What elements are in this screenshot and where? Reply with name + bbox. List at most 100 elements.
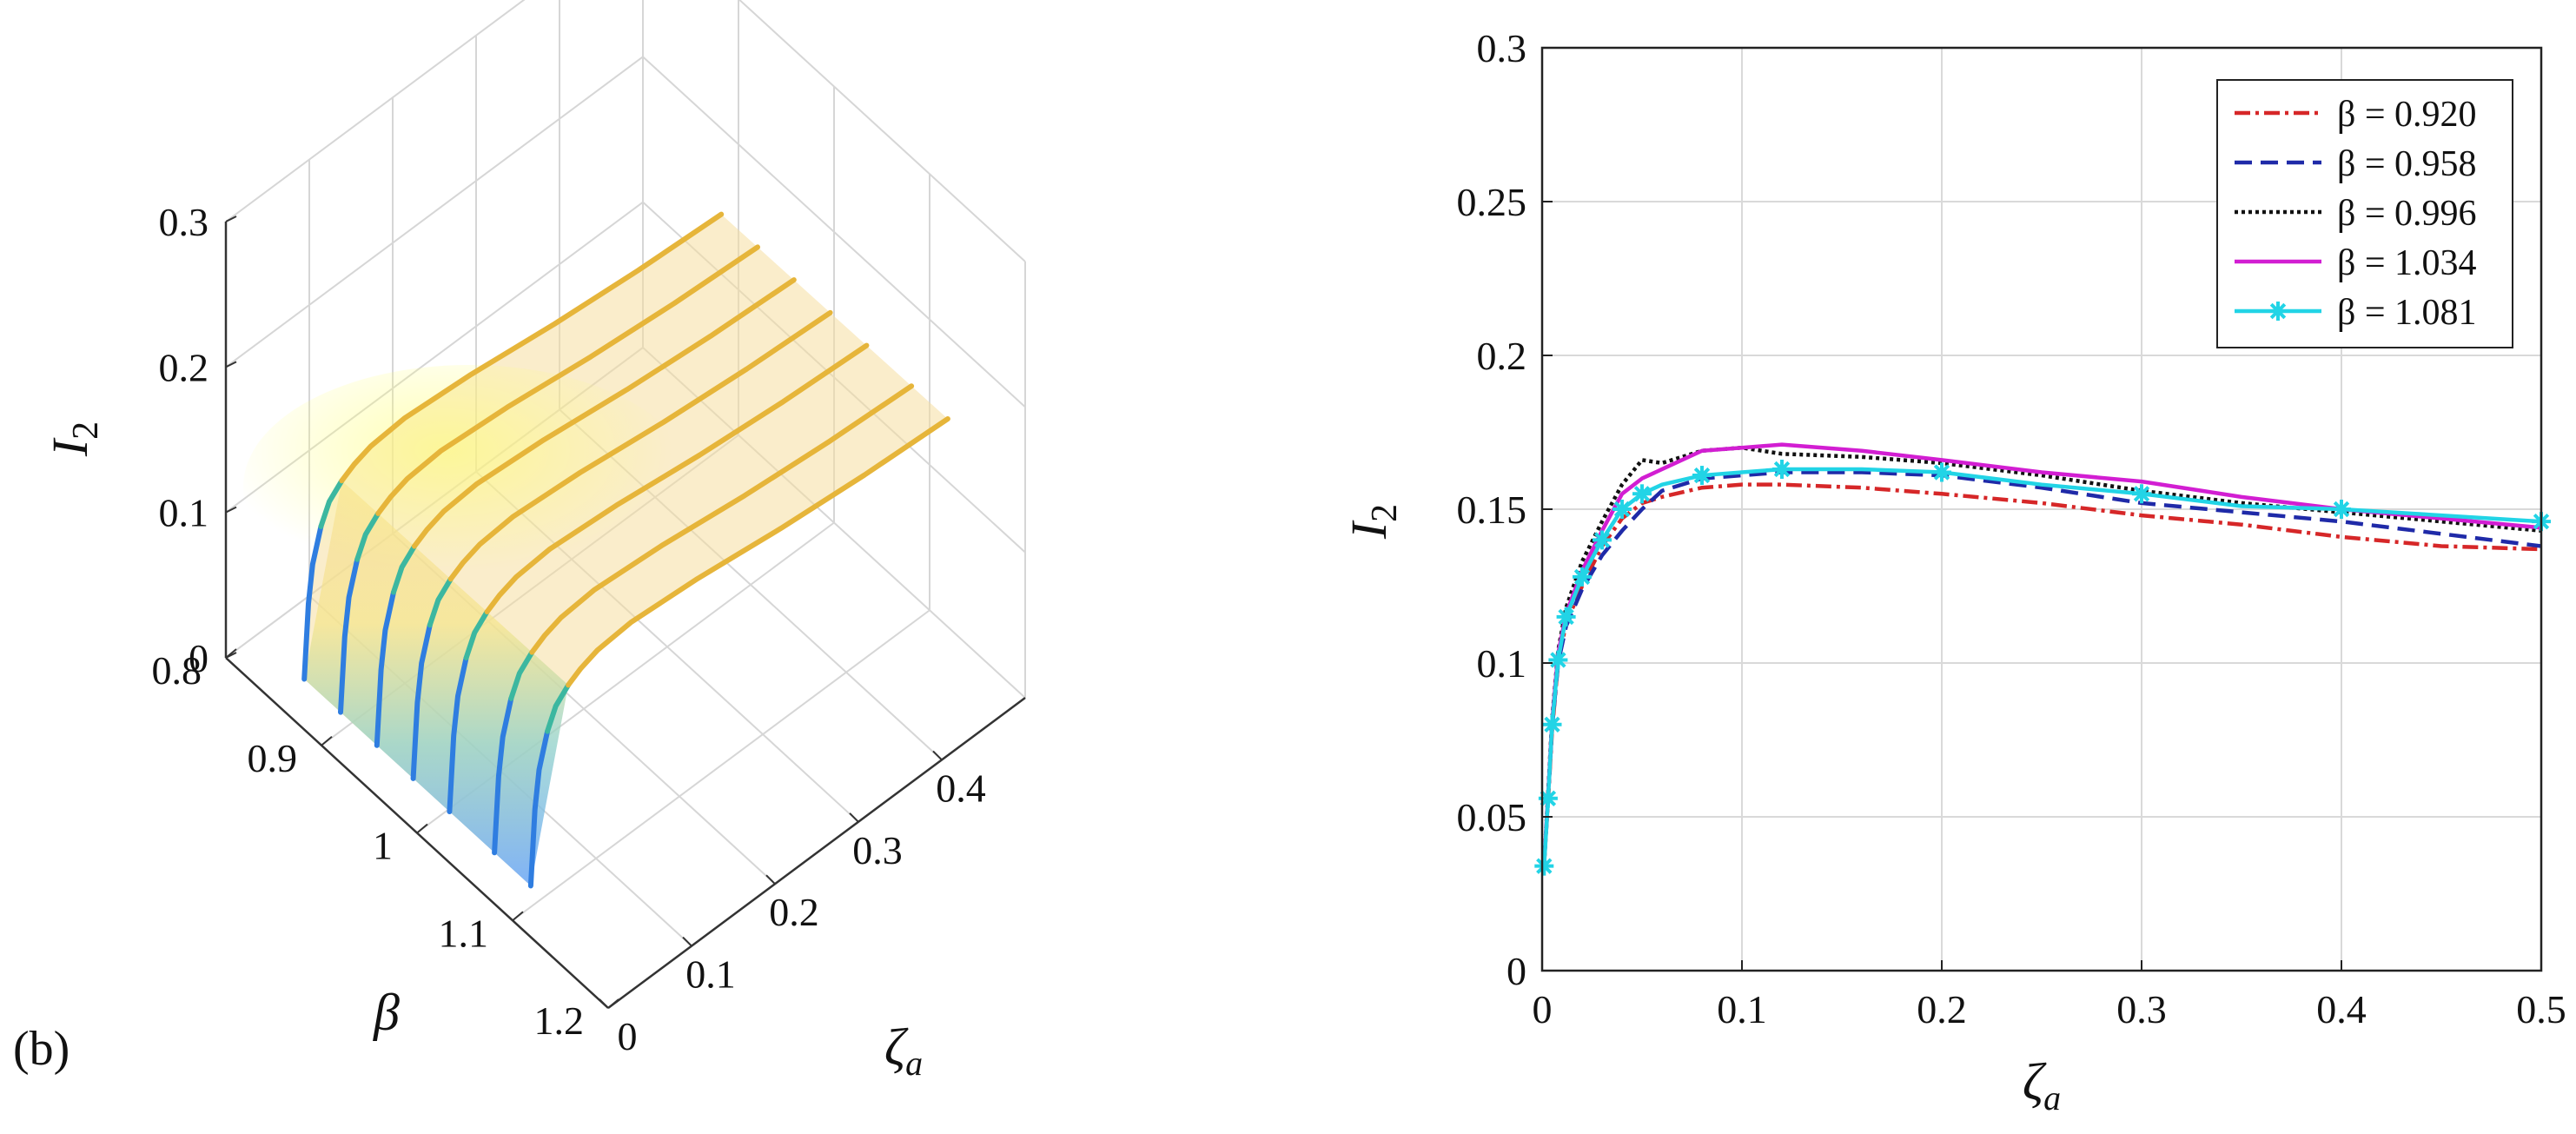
z-tick-mark	[225, 506, 237, 514]
x-tick-label: 0	[1533, 987, 1553, 1031]
surface-zlabel-sub: 2	[66, 421, 106, 440]
back-wall-gridline	[225, 56, 644, 368]
y-tick-label: 0.15	[1457, 487, 1527, 532]
surface-patch	[494, 386, 948, 886]
surface-xlabel-main: ζ	[884, 1018, 909, 1076]
z-tick-mark	[225, 361, 237, 368]
line-plot-series	[1534, 442, 2551, 876]
zeta-tick-mark	[932, 750, 943, 761]
beta-line-rise-1	[301, 523, 324, 682]
beta-tick-mark	[225, 648, 237, 659]
legend-marker	[2269, 302, 2287, 320]
surface-beta-lines	[301, 211, 950, 889]
series-marker	[1593, 530, 1612, 550]
zeta-tick-label: 0.4	[936, 766, 986, 810]
beta-line-knee-5	[463, 609, 490, 661]
series-marker	[1932, 462, 1951, 482]
beta-tick-mark	[512, 911, 524, 922]
series-marker	[1573, 567, 1592, 587]
line-ylabel-main: I	[1341, 520, 1397, 540]
side-wall-gridline	[642, 56, 1026, 408]
series-line-5	[1542, 467, 2542, 866]
beta-line-7	[566, 416, 950, 688]
zeta-tick-label: 0.2	[769, 890, 819, 934]
series-marker	[1548, 650, 1568, 670]
beta-line-rise-7	[527, 728, 551, 889]
zeta-axis-line	[607, 696, 1026, 1010]
surface-ylabel: β	[373, 984, 400, 1041]
series-marker	[1556, 607, 1576, 627]
z-tick-label: 0.1	[159, 491, 209, 535]
back-wall-gridline	[225, 0, 526, 222]
series-marker	[1534, 856, 1554, 876]
series-marker	[1692, 466, 1712, 486]
series-marker	[2132, 484, 2151, 504]
panel-label: (b)	[13, 1022, 70, 1076]
y-tick-label: 0	[1507, 949, 1526, 993]
beta-tick-label: 1	[373, 824, 393, 868]
beta-line-knee-7	[545, 682, 572, 734]
y-tick-label: 0.3	[1477, 26, 1527, 70]
zeta-tick-label: 0	[618, 1014, 638, 1058]
beta-line-knee-3	[391, 543, 417, 595]
legend-label-2: β = 0.958	[2337, 144, 2477, 184]
zeta-tick-mark	[849, 812, 859, 823]
surface-fill	[243, 214, 948, 886]
series-line-1	[1542, 482, 2542, 864]
series-line-4	[1542, 442, 2542, 864]
surface-xlabel-sub: a	[905, 1044, 923, 1083]
beta-tick-label: 0.9	[248, 736, 298, 780]
surface-zlabel: I2	[42, 421, 106, 457]
beta-tick-mark	[321, 735, 333, 746]
beta-tick-label: 1.2	[534, 998, 585, 1043]
legend-box	[2216, 79, 2513, 348]
surface-zlabel-main: I	[42, 437, 98, 457]
beta-line-3	[412, 277, 797, 549]
beta-line-rise-4	[410, 622, 433, 781]
beta-line-2	[375, 244, 760, 516]
line-xlabel-main: ζ	[2023, 1053, 2047, 1111]
beta-tick-mark	[607, 998, 619, 1009]
legend-label-3: β = 0.996	[2337, 194, 2477, 234]
legend-label-1: β = 0.920	[2337, 95, 2477, 135]
y-tick-label: 0.25	[1457, 180, 1527, 224]
z-tick-mark	[225, 216, 237, 222]
legend-label-4: β = 1.034	[2337, 243, 2477, 283]
surface-plot: 00.10.20.30.80.911.11.2 00.10.20.30.4 I2 …	[13, 0, 1026, 1083]
zeta-tick-label: 0.3	[852, 828, 903, 872]
beta-tick-label: 0.8	[152, 648, 202, 693]
series-marker	[2332, 500, 2351, 519]
x-tick-label: 0.4	[2316, 987, 2367, 1031]
zeta-tick-label: 0.1	[685, 952, 736, 997]
zeta-tick-mark	[682, 936, 692, 947]
surface-xlabel: ζa	[884, 1018, 923, 1083]
beta-line-knee-1	[318, 478, 345, 529]
beta-line-6	[529, 383, 915, 655]
legend: β = 0.920 β = 0.958 β = 0.996 β = 1.034 β = …	[2216, 79, 2513, 348]
beta-tick-label: 1.1	[439, 911, 489, 955]
beta-line-5	[484, 342, 870, 615]
beta-line-knee-2	[354, 510, 381, 562]
z-tick-label: 0.2	[159, 345, 209, 389]
side-wall-gridline	[738, 0, 1026, 262]
x-tick-label: 0.5	[2516, 987, 2566, 1031]
series-line-3	[1542, 445, 2542, 864]
zeta-tick-mark	[765, 874, 776, 885]
series-marker	[1632, 484, 1652, 504]
line-ylabel: I2	[1341, 504, 1405, 540]
z-tick-label: 0.3	[159, 200, 209, 244]
y-tick-label: 0.05	[1457, 795, 1527, 839]
beta-tick-mark	[416, 823, 428, 834]
beta-line-knee-6	[508, 649, 535, 701]
beta-line-1	[339, 211, 725, 484]
beta-line-rise-3	[374, 589, 396, 748]
x-tick-label: 0.2	[1917, 987, 1967, 1031]
beta-line-rise-6	[492, 695, 514, 856]
line-xlabel-sub: a	[2043, 1078, 2061, 1117]
line-plot: 0 0.1 0.2 0.3 0.4 0.5 0 0.05 0.1 0.15 0.2 0.25 0.3 I…	[1341, 26, 2566, 1117]
line-ylabel-sub: 2	[1365, 504, 1405, 522]
beta-line-rise-5	[447, 655, 469, 815]
floor-gridline	[512, 609, 930, 922]
